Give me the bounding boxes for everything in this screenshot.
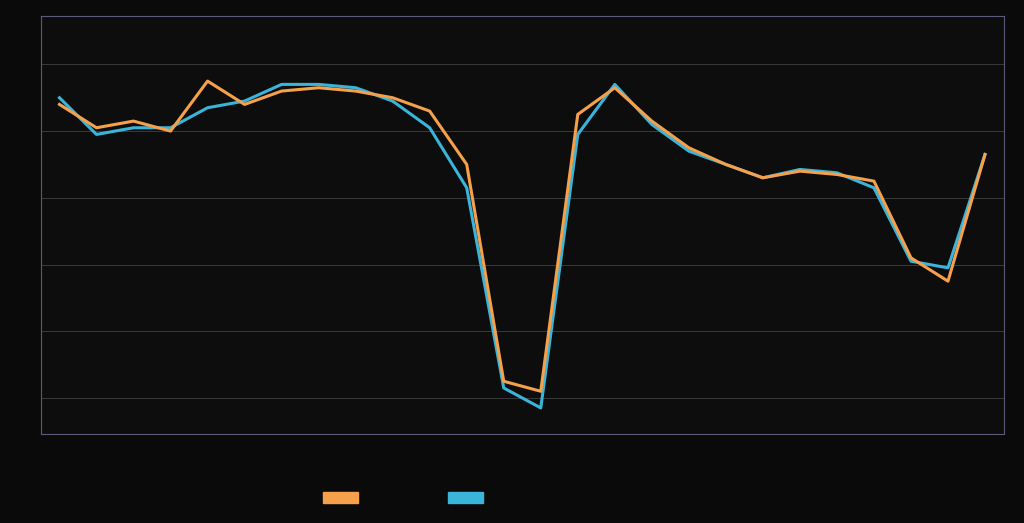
Legend: , : , xyxy=(317,486,496,511)
